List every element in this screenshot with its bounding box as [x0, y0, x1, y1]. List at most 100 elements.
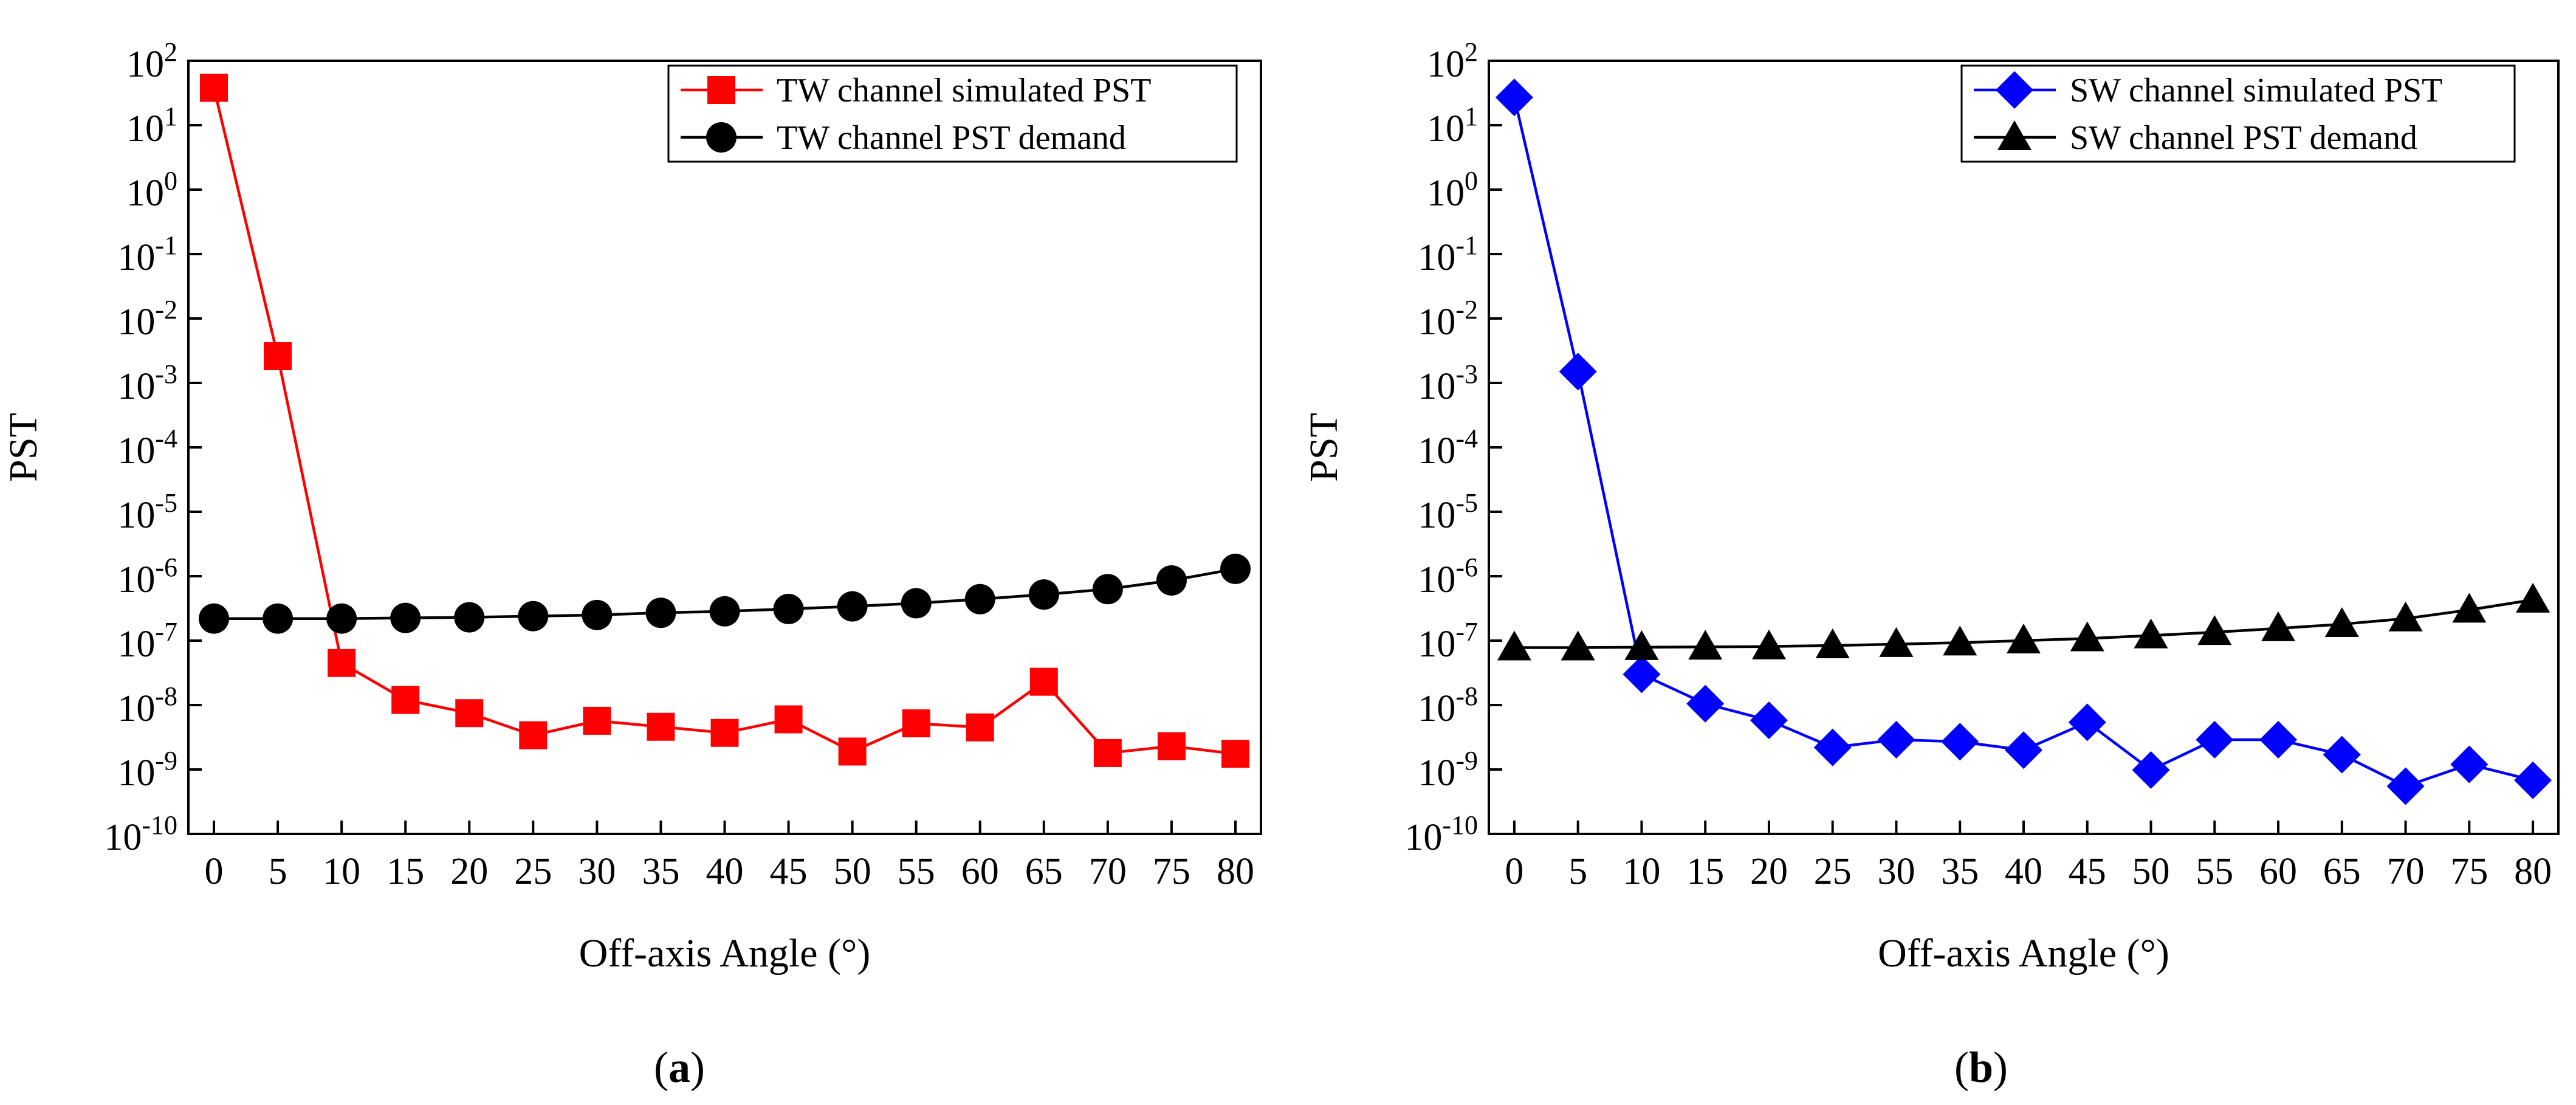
data-point [774, 705, 803, 734]
legend-marker [1997, 120, 2032, 150]
data-point [264, 342, 292, 371]
x-tick-label: 60 [961, 851, 999, 892]
data-point [326, 603, 357, 634]
data-point [1941, 723, 1979, 761]
x-tick-label: 75 [1153, 851, 1190, 892]
y-tick-label: 10-8 [117, 681, 177, 729]
x-tick-label: 80 [2514, 851, 2552, 892]
y-tick-label: 10-3 [117, 359, 177, 407]
legend-marker [706, 122, 737, 153]
data-point [902, 709, 930, 738]
series-line [212, 88, 1236, 756]
data-point [1624, 630, 1659, 660]
panel-label: (a) [654, 1043, 705, 1092]
x-tick-label: 80 [1217, 851, 1254, 892]
y-axis-title: PST [1, 413, 46, 482]
data-point [455, 699, 484, 728]
data-point [1495, 78, 1533, 117]
x-tick-label: 55 [2196, 851, 2233, 892]
x-tick-label: 75 [2450, 851, 2488, 892]
data-point [390, 602, 421, 633]
y-tick-label: 10-10 [104, 810, 177, 858]
x-tick-label: 10 [323, 851, 360, 892]
data-point [583, 706, 611, 735]
legend: TW channel simulated PST TW channel PST d… [667, 64, 1238, 163]
data-point [454, 602, 485, 633]
legend-entry: TW channel simulated PST [777, 72, 1151, 109]
data-point [2514, 761, 2552, 799]
x-tick-label: 10 [1623, 851, 1660, 892]
y-tick-label: 10-4 [1418, 424, 1478, 472]
series-1 [1495, 78, 2552, 805]
y-tick-label: 10-7 [1418, 617, 1478, 665]
y-tick-label: 10-6 [117, 552, 177, 601]
legend-entry: SW channel simulated PST [2070, 72, 2442, 109]
data-point [1623, 655, 1661, 694]
data-point [964, 583, 995, 614]
legend-marker [1996, 71, 2033, 109]
x-tick-label: 60 [2259, 851, 2297, 892]
data-point [1497, 630, 1531, 661]
plot-frame [1488, 60, 2560, 835]
x-tick-label: 0 [1505, 851, 1523, 892]
x-tick-label: 15 [1686, 851, 1724, 892]
data-point [2197, 615, 2232, 645]
x-tick-label: 70 [1089, 851, 1127, 892]
data-point [2259, 720, 2298, 759]
x-tick-label: 30 [578, 851, 616, 892]
data-point [966, 713, 994, 742]
data-point [582, 599, 613, 630]
data-point [2068, 703, 2106, 742]
x-axis-title: Off-axis Angle (°) [1878, 931, 2169, 976]
x-tick-label: 65 [2323, 851, 2361, 892]
y-tick-label: 100 [126, 166, 177, 214]
data-point [1559, 353, 1597, 391]
legend-entry: TW channel PST demand [777, 119, 1126, 157]
plot-frame [187, 60, 1262, 835]
data-point [2324, 607, 2359, 637]
data-point [2386, 767, 2425, 805]
data-point [1221, 740, 1249, 768]
x-tick-label: 70 [2387, 851, 2425, 892]
data-point [199, 603, 230, 634]
data-point [1092, 574, 1123, 605]
y-tick-label: 10-8 [1418, 681, 1478, 729]
data-point [647, 712, 675, 741]
x-tick-label: 25 [1814, 851, 1852, 892]
data-point [1157, 732, 1186, 760]
chart-panel-a: 10-1010-910-810-710-610-510-410-310-210-… [1, 37, 1262, 1092]
data-point [838, 737, 867, 766]
data-point [2516, 582, 2550, 613]
y-tick-label: 102 [126, 37, 177, 85]
x-tick-label: 5 [1568, 851, 1587, 892]
series-2 [1497, 582, 2550, 661]
x-tick-label: 0 [205, 851, 224, 892]
series-1 [200, 74, 1249, 768]
data-point [1751, 629, 1786, 659]
y-tick-label: 101 [126, 102, 177, 150]
y-tick-label: 10-3 [1418, 359, 1478, 407]
y-tick-label: 10-5 [117, 488, 177, 536]
x-tick-label: 25 [514, 851, 552, 892]
data-point [519, 721, 548, 749]
y-tick-label: 10-9 [117, 746, 177, 794]
data-point [2323, 735, 2361, 774]
data-point [1877, 720, 1915, 759]
x-tick-label: 20 [1750, 851, 1788, 892]
data-point [1156, 565, 1187, 596]
x-tick-label: 20 [450, 851, 488, 892]
x-tick-label: 65 [1025, 851, 1063, 892]
panel-label: (b) [1954, 1043, 2008, 1092]
chart-panel-b: 10-1010-910-810-710-610-510-410-310-210-… [1302, 37, 2560, 1092]
x-tick-label: 55 [898, 851, 935, 892]
data-point [1750, 701, 1788, 740]
y-tick-label: 10-2 [1418, 295, 1478, 343]
x-tick-label: 45 [770, 851, 808, 892]
data-point [328, 649, 356, 677]
data-point [1029, 667, 1058, 696]
data-point [2007, 624, 2041, 653]
data-point [710, 718, 739, 747]
y-tick-label: 102 [1427, 37, 1478, 85]
series-line [1513, 97, 2533, 788]
